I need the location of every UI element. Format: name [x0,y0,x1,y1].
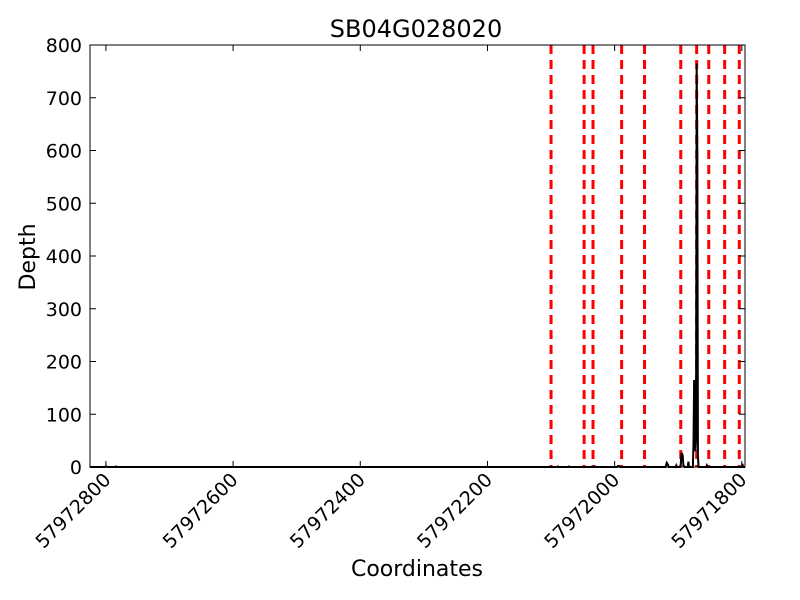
annotation-lines [549,45,741,467]
y-tick-label-2: 200 [46,352,82,374]
y-tick-label-3: 300 [46,299,82,321]
x-tick-label-0: 57972800 [31,469,115,553]
y-tick-label-7: 700 [46,88,82,110]
y-tick-label-8: 800 [46,35,82,57]
x-tick-label-2: 57972400 [286,469,370,553]
y-axis-title: Depth [16,223,41,290]
plot-frame [89,44,746,468]
x-tick-label-5: 57971800 [667,469,751,553]
y-tick-label-1: 100 [46,404,82,426]
y-tick-label-6: 600 [46,141,82,163]
depth-series-line [90,63,745,468]
plot-area [89,44,746,468]
x-tick-label-1: 57972600 [159,469,243,553]
y-axis: 0 100 200 300 400 500 600 700 800 [46,35,745,479]
y-tick-label-0: 0 [70,457,82,479]
x-tick-label-3: 57972200 [413,469,497,553]
y-tick-label-4: 400 [46,246,82,268]
chart-title: SB04G028020 [330,15,502,43]
x-axis-title: Coordinates [351,557,483,582]
x-tick-label-4: 57972000 [540,469,624,553]
y-tick-label-5: 500 [46,193,82,215]
